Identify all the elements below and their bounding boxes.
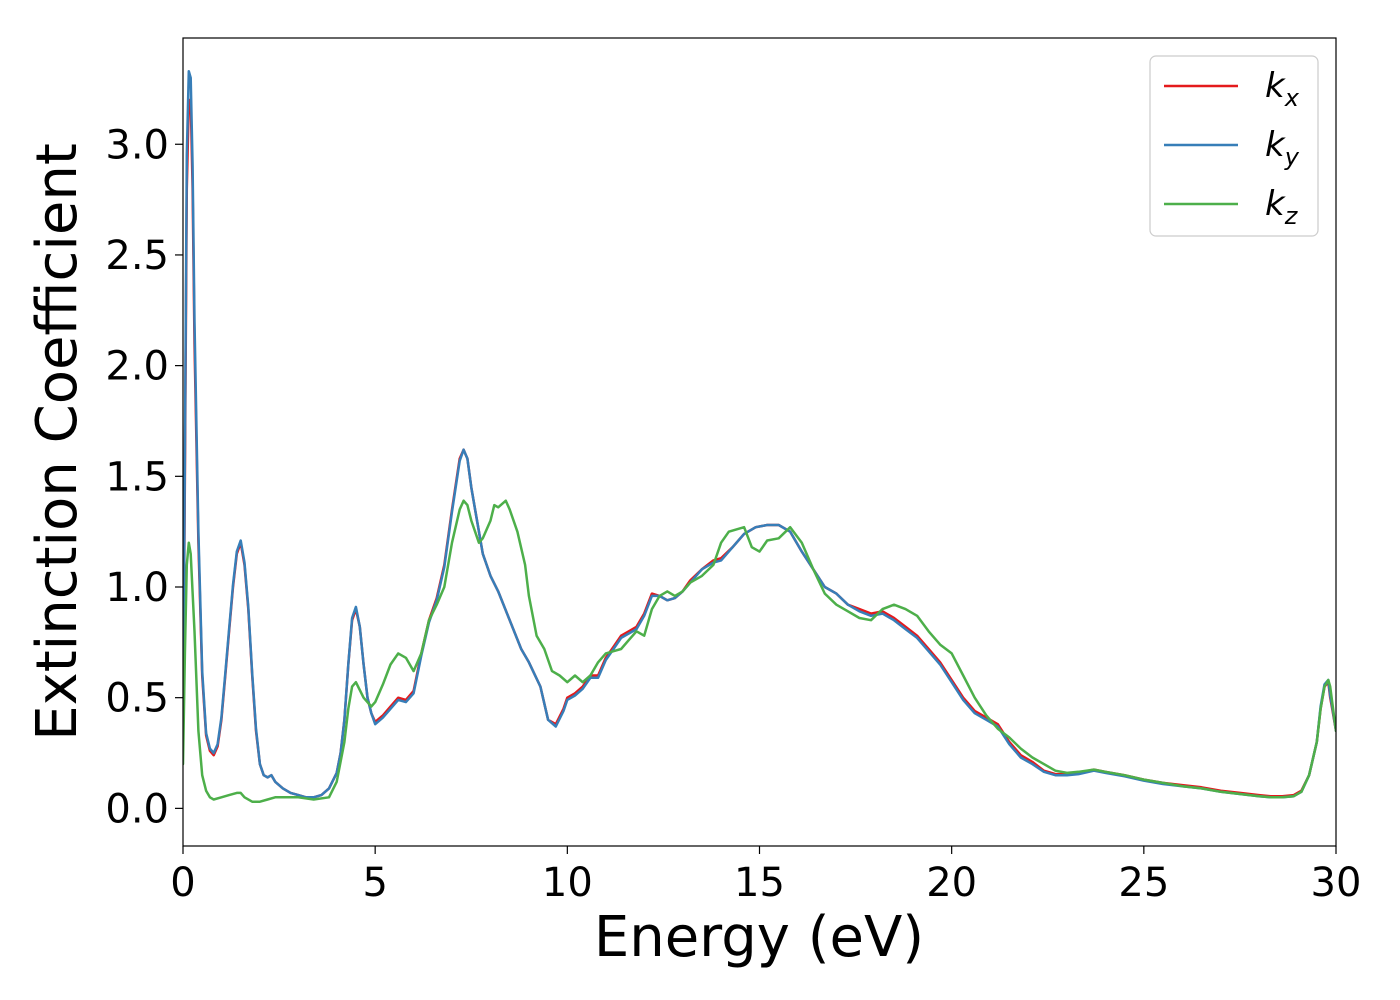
legend-label: kz	[1265, 184, 1299, 230]
legend-label: kx	[1265, 66, 1300, 112]
y-tick-label: 0.0	[105, 786, 169, 832]
x-axis-label: Energy (eV)	[594, 905, 924, 970]
y-tick-label: 2.5	[105, 233, 169, 279]
plot-background	[183, 38, 1336, 846]
x-tick-label: 30	[1311, 860, 1362, 906]
x-tick-label: 20	[926, 860, 977, 906]
x-tick-label: 15	[734, 860, 785, 906]
y-tick-label: 3.0	[105, 122, 169, 168]
series-line-k-y	[183, 69, 1336, 799]
y-axis-label: Extinction Coefficient	[25, 143, 90, 741]
y-tick-label: 2.0	[105, 344, 169, 390]
y-tick-label: 0.5	[105, 676, 169, 722]
x-tick-label: 5	[362, 860, 387, 906]
x-tick-label: 10	[542, 860, 593, 906]
legend-label: ky	[1265, 125, 1300, 171]
y-tick-label: 1.5	[105, 454, 169, 500]
x-tick-label: 0	[170, 860, 195, 906]
y-tick-label: 1.0	[105, 565, 169, 611]
x-axis-ticks: 0 5 10 15 20 25 30	[170, 846, 1361, 906]
legend: kx ky kz	[1149, 55, 1319, 237]
series-layer	[183, 69, 1336, 803]
y-axis-ticks: 0.0 0.5 1.0 1.5 2.0 2.5 3.0	[105, 122, 183, 832]
x-tick-label: 25	[1118, 860, 1169, 906]
series-line-k-z	[183, 499, 1336, 803]
legend-items: kx ky kz	[1164, 66, 1300, 230]
